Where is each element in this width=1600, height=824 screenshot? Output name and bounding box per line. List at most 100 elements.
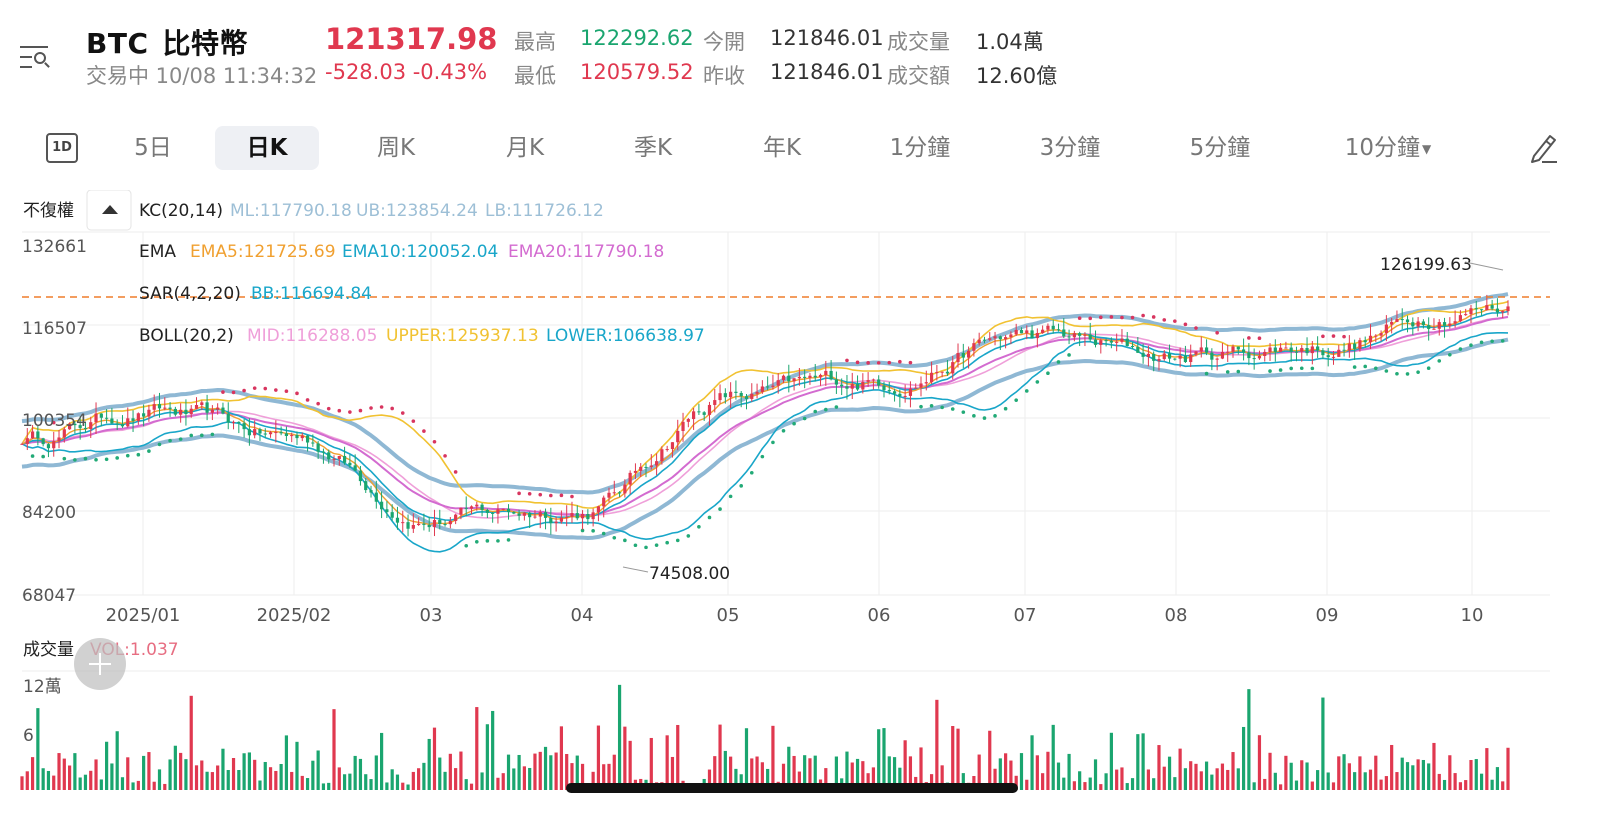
candle-body — [803, 376, 807, 378]
volume-bar — [205, 771, 209, 790]
sar-dot — [1352, 365, 1357, 369]
sar-dot — [591, 529, 595, 533]
menu-search-icon[interactable] — [18, 40, 52, 74]
volume-bar — [1247, 689, 1251, 790]
volume-bar — [131, 782, 135, 790]
volume-bar — [268, 767, 273, 790]
sar-dot — [30, 454, 35, 458]
volume-bar — [1241, 726, 1246, 790]
volume-bar — [908, 756, 913, 790]
sar-dot — [125, 453, 130, 458]
kline-chart-area[interactable]: 132661 116507 100354 84200 68047 2025/01… — [0, 189, 1600, 824]
boll-label: BOLL(20,2) — [139, 326, 234, 346]
tab-quarterly[interactable]: 季K — [633, 135, 673, 161]
candle-body — [1474, 308, 1478, 310]
ema20-line — [21, 315, 1509, 517]
volume-bar — [501, 773, 505, 790]
volume-bar — [993, 768, 997, 790]
volume-bar — [1458, 782, 1463, 790]
candle-body — [988, 338, 992, 340]
candle-body — [707, 404, 712, 415]
candle-body — [766, 386, 770, 388]
volume-bar — [1384, 776, 1388, 790]
sar-dot — [1363, 364, 1368, 369]
sar-dot — [1278, 368, 1283, 372]
volume-bar — [528, 767, 532, 790]
volume-bar — [448, 753, 452, 790]
volume-bar — [374, 755, 378, 790]
stat-high-label: 最高 — [514, 30, 556, 54]
candle-body — [432, 520, 437, 528]
sar-dot — [686, 534, 691, 538]
candle-body — [480, 504, 484, 510]
volume-bar — [1453, 773, 1457, 790]
tab-3min[interactable]: 3分鐘 — [1039, 135, 1101, 161]
candle-body — [1263, 351, 1267, 356]
tab-yearly[interactable]: 年K — [762, 135, 802, 161]
candle-body — [385, 509, 389, 513]
volume-bar — [237, 770, 241, 790]
sar-dot — [1204, 371, 1209, 376]
kc-ub: UB:123854.24 — [356, 201, 478, 221]
sar-dot — [665, 540, 669, 545]
tab-10min-label: 10分鐘 — [1344, 135, 1421, 161]
candle-body — [676, 430, 680, 443]
volume-bar — [1273, 772, 1277, 790]
y-tick-label: 116507 — [22, 319, 87, 339]
stat-volume-value: 1.04萬 — [976, 30, 1044, 54]
candle-body — [1241, 349, 1246, 353]
candle-body — [1019, 329, 1024, 334]
ema10-line — [21, 310, 1509, 521]
sar-dot — [51, 420, 56, 425]
sar-dot — [527, 491, 532, 496]
tab-1min[interactable]: 1分鐘 — [889, 135, 951, 161]
calendar-1d-icon[interactable]: 1D — [46, 133, 78, 163]
candle-body — [131, 418, 135, 421]
candle-body — [279, 432, 283, 434]
candle-body — [36, 431, 40, 439]
tab-monthly[interactable]: 月K — [505, 135, 545, 161]
sar-dot — [73, 458, 77, 462]
sar-dot — [1405, 372, 1410, 376]
sar-dot — [792, 421, 796, 426]
stat-open-label: 今開 — [703, 30, 745, 54]
pencil-draw-icon[interactable] — [1528, 130, 1558, 164]
volume-bar — [459, 751, 463, 790]
adjust-label: 不復權 — [23, 201, 74, 221]
volume-bar — [760, 762, 764, 790]
candle-body — [1051, 325, 1055, 330]
volume-bar — [1210, 774, 1214, 790]
tab-5d[interactable]: 5日 — [134, 135, 172, 161]
volume-bar — [1448, 755, 1452, 790]
volume-bar — [628, 740, 632, 790]
volume-bar — [284, 735, 289, 790]
tab-5min[interactable]: 5分鐘 — [1189, 135, 1251, 161]
add-indicator-button[interactable] — [74, 638, 126, 690]
candle-body — [898, 393, 902, 397]
volume-bar — [512, 768, 516, 790]
tab-10min-dropdown[interactable]: 10分鐘 ▼ — [1328, 126, 1448, 170]
candle-body — [1125, 338, 1129, 346]
candle-body — [998, 336, 1002, 340]
volume-bar — [226, 770, 230, 790]
candle-body — [787, 375, 791, 382]
volume-bar — [729, 756, 733, 790]
chevron-down-icon: ▼ — [1422, 141, 1432, 156]
candle-body — [1257, 355, 1262, 359]
volume-bar — [1004, 753, 1008, 790]
candle-body — [1411, 322, 1415, 327]
volume-bar — [1469, 760, 1473, 790]
sar-dot — [379, 405, 384, 409]
sar-dot — [496, 539, 500, 543]
tab-weekly[interactable]: 周K — [376, 135, 416, 161]
kline-chart-svg[interactable]: 132661 116507 100354 84200 68047 2025/01… — [0, 189, 1600, 824]
volume-bar — [120, 777, 125, 790]
tab-daily[interactable]: 日K — [215, 126, 319, 170]
sar-dot — [242, 388, 246, 393]
volume-bar — [1353, 772, 1357, 790]
candle-body — [284, 433, 289, 437]
sar-dot — [157, 442, 162, 447]
sar-dot — [749, 470, 754, 475]
candle-body — [491, 512, 495, 514]
volume-bar — [401, 782, 405, 790]
